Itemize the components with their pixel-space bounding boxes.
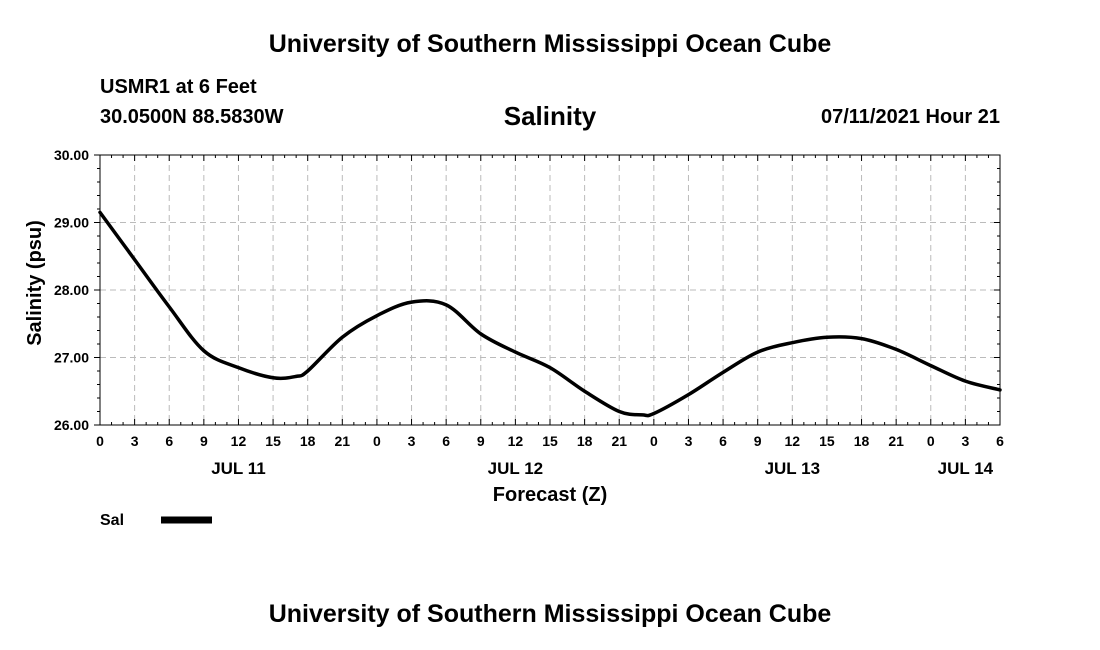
x-tick-label: 9: [754, 433, 762, 449]
x-tick-label: 3: [131, 433, 139, 449]
x-tick-label: 9: [200, 433, 208, 449]
x-tick-label: 6: [719, 433, 727, 449]
top-title: University of Southern Mississippi Ocean…: [268, 30, 832, 58]
x-tick-label: 0: [373, 433, 381, 449]
x-tick-label: 15: [542, 433, 558, 449]
x-tick-label: 18: [854, 433, 870, 449]
x-tick-label: 21: [335, 433, 351, 449]
x-tick-label: 12: [231, 433, 247, 449]
x-tick-label: 12: [785, 433, 801, 449]
y-tick-label: 26.00: [54, 417, 89, 433]
legend-label: Sal: [100, 512, 124, 529]
station-coordinates: 30.0500N 88.5830W: [100, 106, 284, 128]
x-tick-label: 6: [996, 433, 1004, 449]
x-tick-label: 0: [650, 433, 658, 449]
x-tick-label: 21: [611, 433, 627, 449]
y-axis-title: Salinity (psu): [24, 220, 46, 346]
x-tick-label: 3: [961, 433, 969, 449]
x-tick-label: 15: [265, 433, 281, 449]
series-line-sal: [98, 210, 1002, 418]
y-tick-label: 29.00: [54, 215, 89, 231]
y-tick-label: 28.00: [54, 282, 89, 298]
axis-labels: 0 3 6 9 12 15 18 21 0 3 6 9 12 15 18 21 0 3 6 9 12 15 18 21 0 3 6 2…: [54, 147, 1004, 478]
grid: [100, 155, 1000, 425]
y-tick-label: 27.00: [54, 350, 89, 366]
x-tick-label: 6: [442, 433, 450, 449]
x-axis-title: Forecast (Z): [493, 484, 607, 506]
date-label: JUL 11: [211, 459, 266, 478]
axis-ticks: [94, 154, 1001, 426]
x-tick-label: 9: [477, 433, 485, 449]
y-tick-label: 30.00: [54, 147, 89, 163]
x-tick-label: 15: [819, 433, 835, 449]
x-tick-label: 18: [300, 433, 316, 449]
x-tick-label: 21: [888, 433, 904, 449]
station-name: USMR1 at 6 Feet: [100, 76, 257, 98]
x-tick-label: 18: [577, 433, 593, 449]
x-tick-label: 6: [165, 433, 173, 449]
x-tick-label: 0: [927, 433, 935, 449]
date-label: JUL 14: [938, 459, 994, 478]
x-tick-label: 12: [508, 433, 524, 449]
chart-title: Salinity: [503, 101, 597, 131]
x-tick-label: 0: [96, 433, 104, 449]
x-tick-label: 3: [408, 433, 416, 449]
date-label: JUL 13: [765, 459, 820, 478]
date-label: JUL 12: [488, 459, 543, 478]
x-tick-label: 3: [685, 433, 693, 449]
bottom-title: University of Southern Mississippi Ocean…: [268, 600, 832, 628]
forecast-time: 07/11/2021 Hour 21: [820, 106, 1000, 128]
